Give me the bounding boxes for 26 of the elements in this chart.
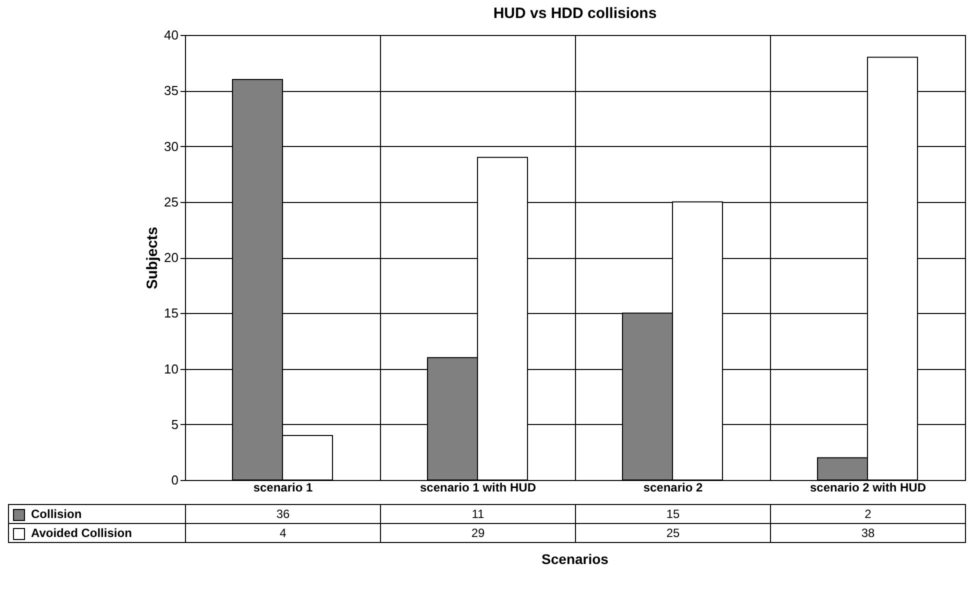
y-tick-label: 25	[164, 194, 178, 210]
x-tick-label: scenario 1	[253, 480, 314, 494]
data-label: 25	[576, 524, 770, 542]
data-label: 2	[770, 504, 966, 524]
data-label: 11	[380, 504, 576, 524]
data-label: 36	[186, 504, 380, 524]
legend-label: Avoided Collision	[8, 524, 186, 542]
y-tick-label: 0	[171, 472, 178, 488]
y-axis-title: Subjects	[144, 226, 162, 290]
data-label: 29	[380, 524, 576, 542]
chart-title: HUD vs HDD collisions	[493, 5, 657, 22]
y-tick-label: 5	[171, 416, 178, 432]
data-label: 38	[770, 524, 966, 542]
y-tick-label: 15	[164, 306, 178, 321]
data-label: 15	[576, 504, 770, 524]
x-tick-label: scenario 2	[643, 480, 704, 494]
y-tick-label: 20	[164, 250, 178, 265]
data-label: 4	[186, 524, 380, 542]
y-tick-label: 40	[164, 28, 178, 42]
legend-label: Collision	[8, 504, 186, 524]
y-tick-label: 35	[164, 83, 178, 98]
y-tick-label: 30	[164, 138, 178, 154]
x-tick-label: scenario 2 with HUD	[810, 480, 926, 494]
y-tick-label: 10	[164, 361, 178, 376]
x-axis-title: Scenarios	[540, 551, 610, 567]
x-tick-label: scenario 1 with HUD	[420, 480, 536, 494]
